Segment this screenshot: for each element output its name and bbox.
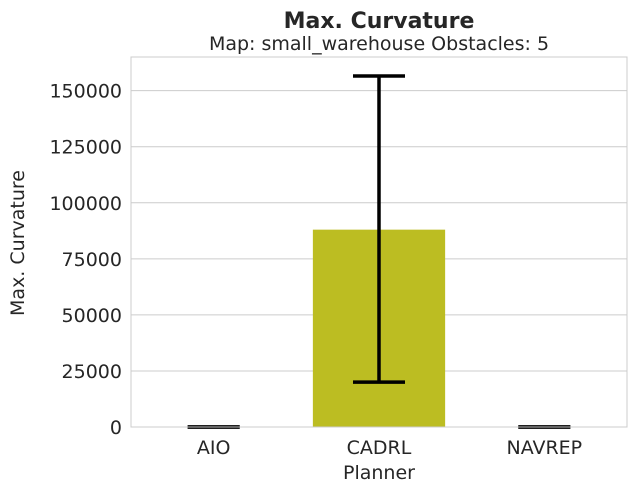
y-tick-label: 75000: [62, 249, 122, 271]
y-tick-label: 50000: [62, 305, 122, 327]
x-tick-labels: AIO CADRL NAVREP: [197, 437, 582, 459]
y-tick-label: 0: [110, 417, 122, 439]
y-tick-label: 100000: [49, 193, 122, 215]
y-tick-label: 125000: [49, 137, 122, 159]
error-bars: [187, 74, 571, 429]
chart-subtitle: Map: small_warehouse Obstacles: 5: [209, 33, 549, 55]
plot-frame: [130, 56, 628, 428]
x-axis-label: Planner: [343, 462, 415, 484]
x-tick-label: AIO: [197, 437, 231, 459]
chart-title: Max. Curvature: [284, 9, 475, 34]
y-tick-labels: 0 25000 50000 75000 100000 125000 150000: [49, 81, 122, 439]
y-axis-label: Max. Curvature: [7, 170, 29, 316]
x-tick-label: CADRL: [347, 437, 412, 459]
x-tick-label: NAVREP: [506, 437, 582, 459]
y-tick-label: 150000: [49, 81, 122, 103]
y-tick-label: 25000: [62, 361, 122, 383]
